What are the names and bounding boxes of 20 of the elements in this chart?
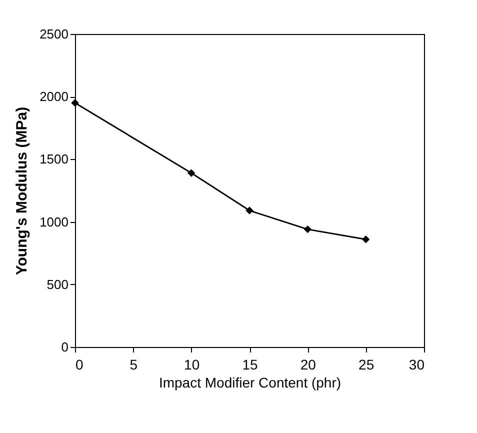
y-tick-label: 500: [46, 276, 68, 292]
x-tick-label: 15: [242, 356, 258, 372]
x-tick-label: 20: [300, 356, 316, 372]
y-tick-label: 1500: [40, 152, 68, 167]
x-tick-label: 30: [408, 356, 425, 372]
x-tick-label: 0: [76, 356, 84, 372]
x-axis-title: Impact Modifier Content (phr): [158, 374, 342, 390]
y-tick-label: 2500: [40, 26, 68, 42]
point: [362, 235, 370, 244]
x-tick-label: 25: [358, 356, 374, 372]
y-tick-label: 1000: [40, 214, 68, 230]
y-axis-title: Young's Modulus (MPa): [14, 106, 31, 276]
point: [246, 206, 254, 214]
point: [187, 169, 196, 177]
y-tick-label: 2000: [40, 89, 68, 104]
x-tick-label: 10: [184, 356, 200, 372]
y-tick-label: 0: [61, 340, 68, 354]
point: [71, 98, 79, 107]
point: [304, 225, 312, 234]
x-tick-label: 5: [130, 356, 138, 372]
